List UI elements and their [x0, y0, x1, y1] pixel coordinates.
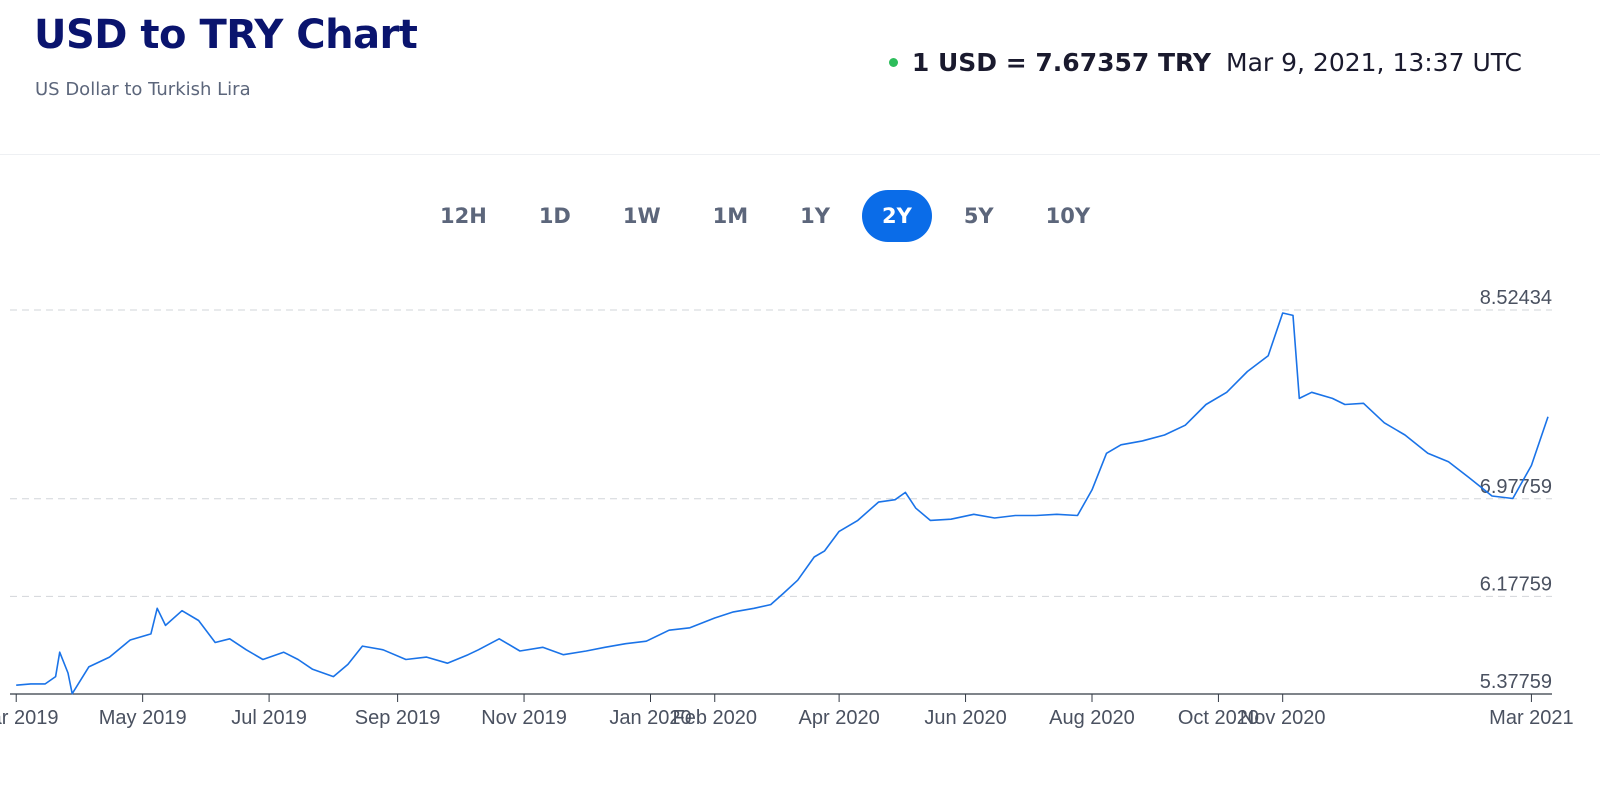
x-tick-label: Aug 2020 — [1049, 707, 1135, 729]
current-rate: 1 USD = 7.67357 TRY Mar 9, 2021, 13:37 U… — [888, 48, 1522, 77]
x-tick-label: Mar 2019 — [0, 707, 58, 729]
range-5y-button[interactable]: 5Y — [963, 204, 994, 228]
x-tick-label: Nov 2019 — [481, 707, 567, 729]
x-tick-label: Apr 2020 — [799, 707, 880, 729]
y-tick-label: 6.97759 — [1480, 476, 1552, 498]
live-status-dot — [888, 58, 898, 67]
range-12h-button[interactable]: 12H — [440, 204, 487, 228]
x-tick-label: Oct 2020 — [1178, 707, 1259, 729]
exchange-rate-chart[interactable]: 8.52434 6.97759 6.17759 5.37759 Mar 2019 May … — [0, 270, 1600, 790]
page-title: USD to TRY Chart — [34, 12, 418, 58]
range-10y-button[interactable]: 10Y — [1045, 204, 1091, 228]
x-tick-label: Mar 2021 — [1489, 707, 1574, 729]
range-1m-button[interactable]: 1M — [712, 204, 749, 228]
range-2y-button[interactable]: 2Y — [861, 190, 932, 242]
rate-value: 1 USD = 7.67357 TRY — [911, 48, 1212, 77]
x-tick-label: May 2019 — [99, 707, 187, 729]
x-tick-label: Sep 2019 — [355, 707, 441, 729]
range-1w-button[interactable]: 1W — [622, 204, 661, 228]
y-tick-label: 5.37759 — [1480, 671, 1552, 693]
range-1d-button[interactable]: 1D — [538, 204, 571, 228]
y-tick-label: 6.17759 — [1480, 573, 1552, 595]
x-tick-label: Nov 2020 — [1240, 707, 1326, 729]
x-tick-label: Jun 2020 — [924, 707, 1006, 729]
range-1y-button[interactable]: 1Y — [800, 204, 830, 228]
header-divider — [0, 154, 1600, 155]
x-tick-label: Feb 2020 — [672, 707, 757, 729]
y-tick-label: 8.52434 — [1480, 287, 1552, 309]
page-subtitle: US Dollar to Turkish Lira — [35, 79, 251, 100]
x-tick-label: Jul 2019 — [231, 707, 307, 729]
range-selector: 12H 1D 1W 1M 1Y 2Y 5Y 10Y — [420, 190, 1122, 242]
usd-try-rate-line — [16, 312, 1549, 695]
x-tick-label: Jan 2020 — [609, 707, 691, 729]
rate-timestamp: Mar 9, 2021, 13:37 UTC — [1226, 48, 1522, 77]
